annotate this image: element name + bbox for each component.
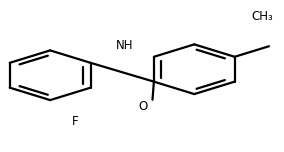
Text: F: F [72,115,79,128]
Text: NH: NH [116,39,134,52]
Text: O: O [139,100,148,113]
Text: CH₃: CH₃ [251,10,273,23]
